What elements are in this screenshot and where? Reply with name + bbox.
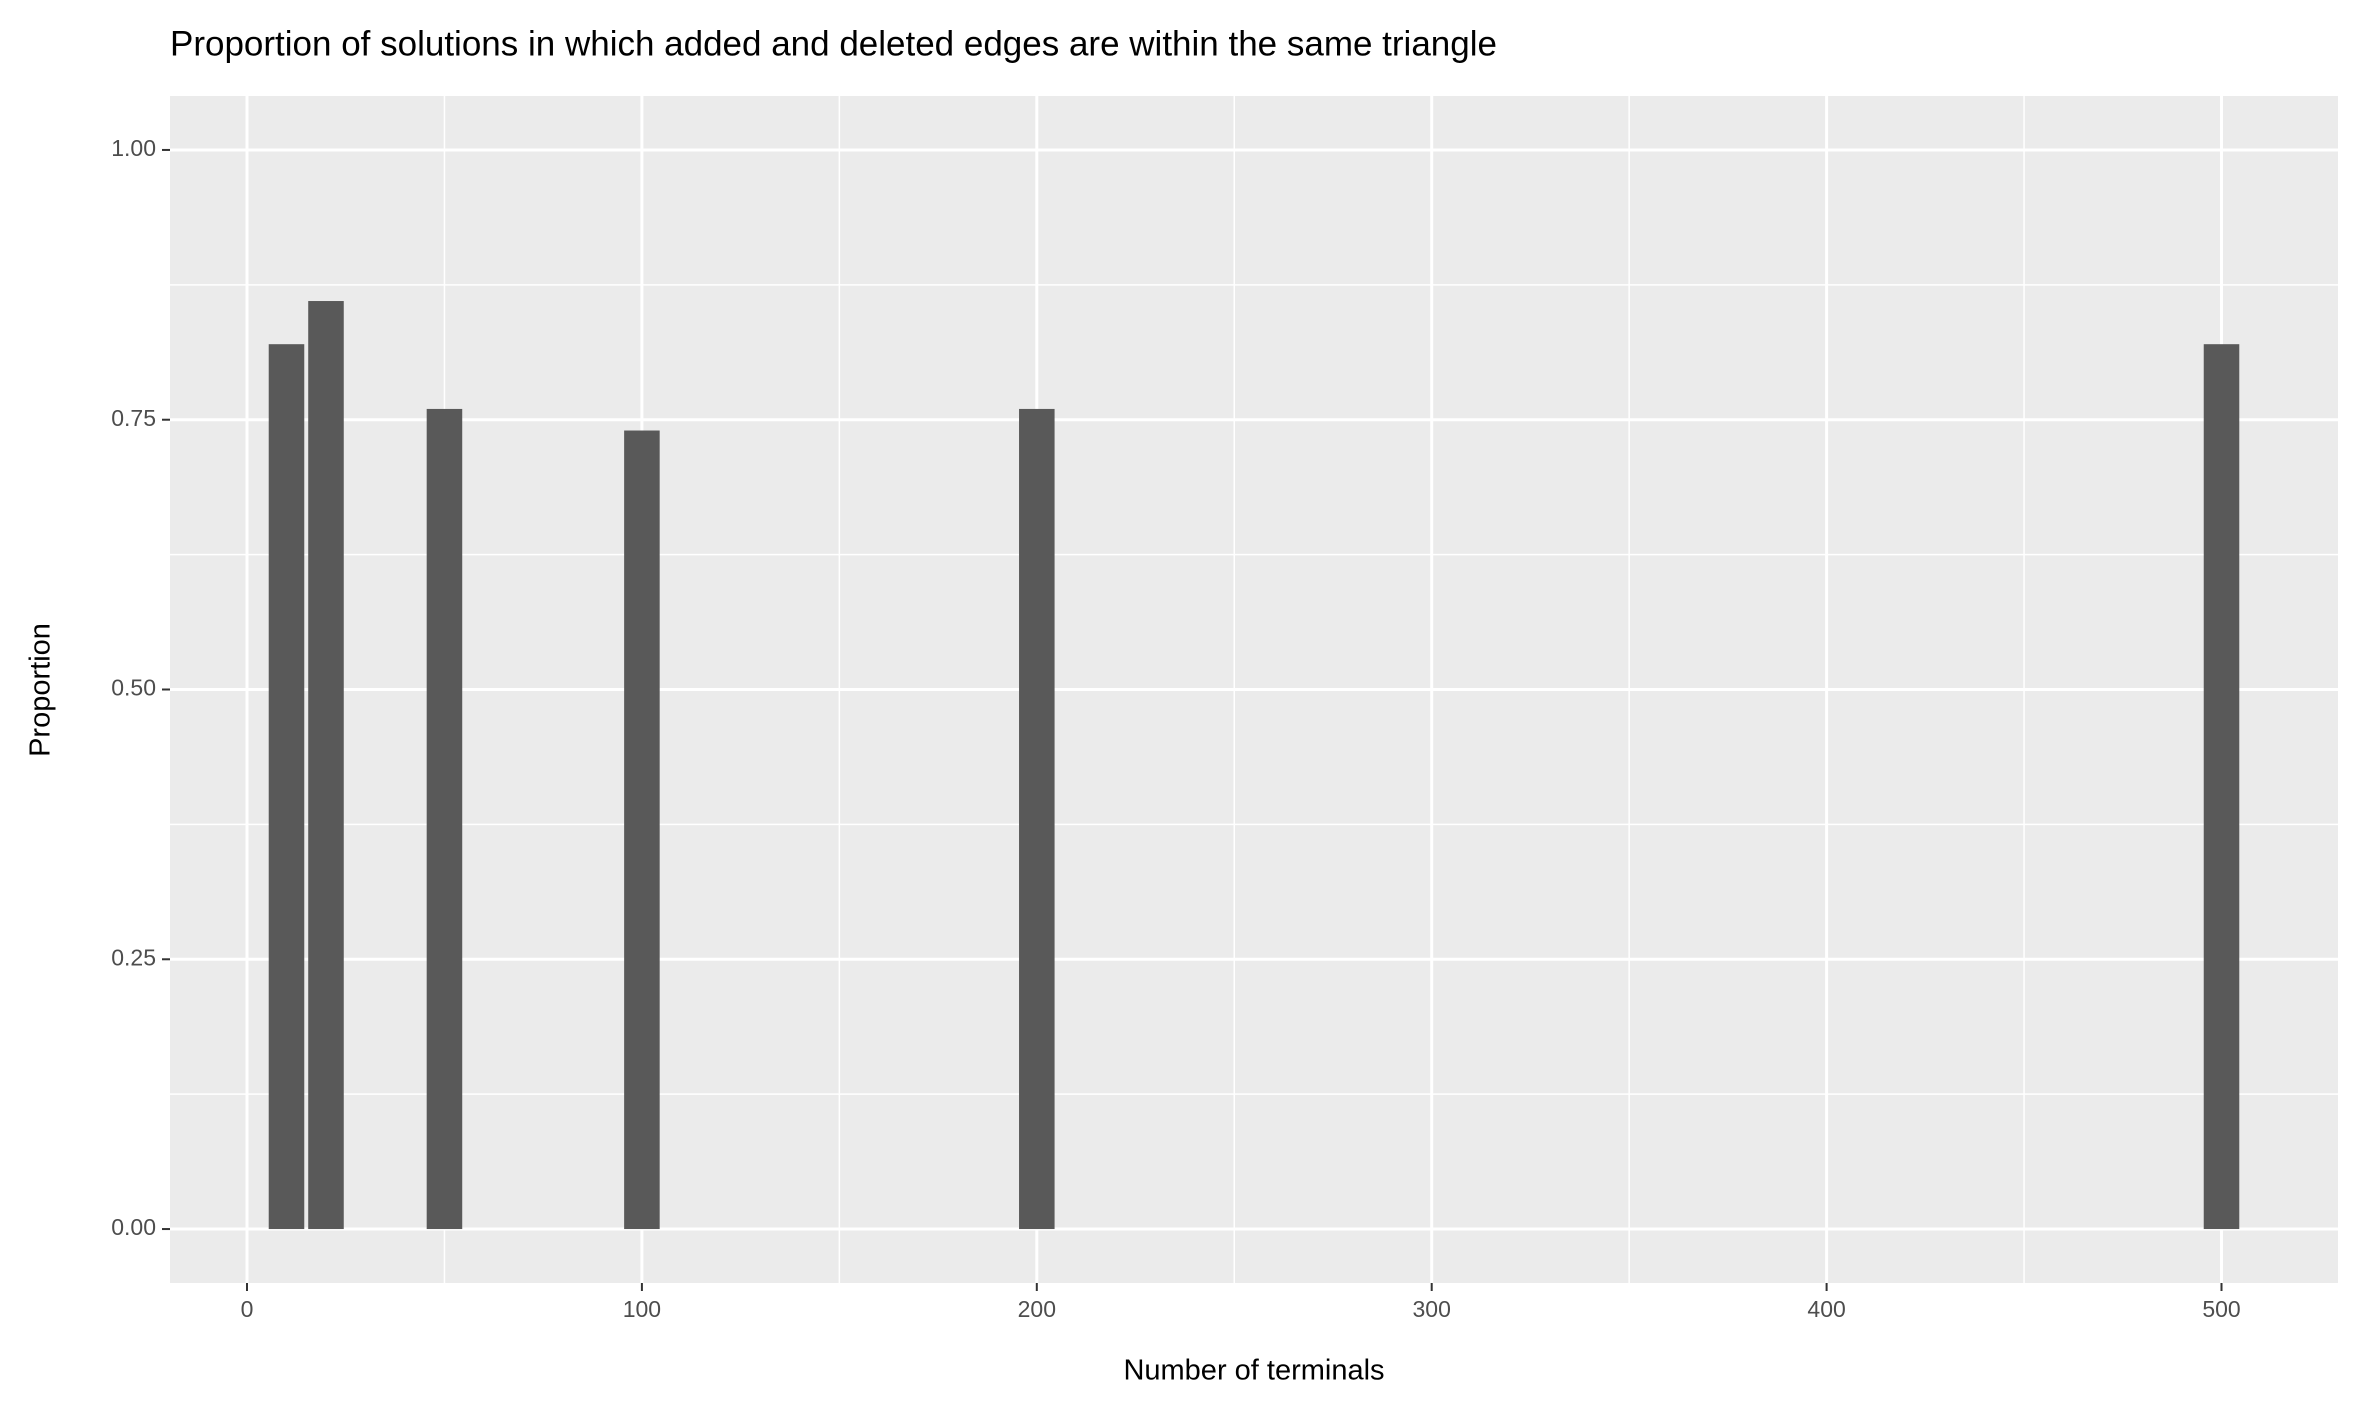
x-tick-label: 200 (1018, 1296, 1056, 1322)
x-tick-label: 400 (1807, 1296, 1845, 1322)
bar (308, 301, 344, 1230)
y-tick-label: 0.50 (111, 675, 156, 701)
bar (624, 430, 660, 1230)
chart-title: Proportion of solutions in which added a… (170, 24, 1497, 63)
x-tick-label: 0 (241, 1296, 254, 1322)
x-axis-title: Number of terminals (1123, 1355, 1384, 1387)
bar (268, 344, 305, 1230)
x-tick-label: 100 (623, 1296, 661, 1322)
bar (2203, 344, 2240, 1230)
y-tick-label: 1.00 (111, 135, 156, 161)
x-tick-label: 500 (2202, 1296, 2240, 1322)
y-axis-title: Proportion (25, 623, 57, 757)
y-tick-label: 0.00 (111, 1214, 156, 1240)
y-tick-label: 0.75 (111, 405, 156, 431)
x-tick-label: 300 (1413, 1296, 1451, 1322)
bar (1019, 408, 1055, 1230)
bar (426, 408, 463, 1230)
y-tick-label: 0.25 (111, 944, 156, 970)
